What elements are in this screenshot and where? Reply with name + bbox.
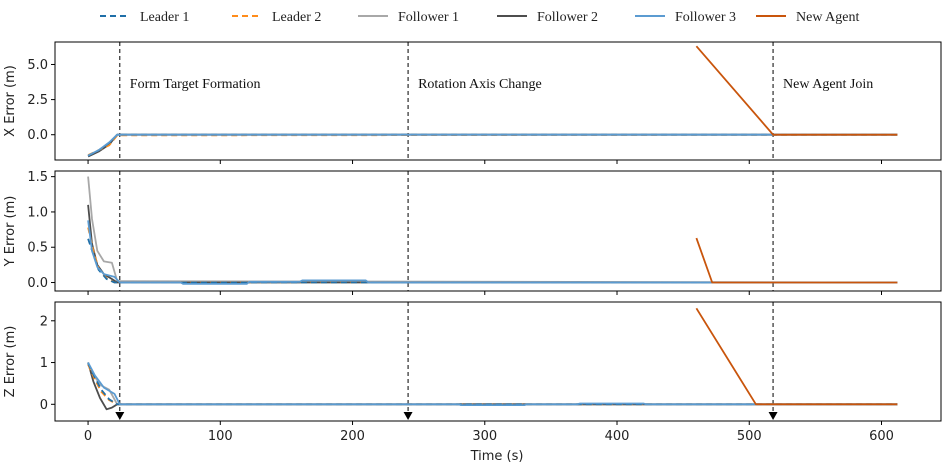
y-tick-label: 0.5 [27, 241, 48, 256]
legend-label-leader-2: Leader 2 [272, 10, 321, 25]
panel-frame [54, 170, 942, 292]
legend-label-follower-2: Follower 2 [537, 10, 598, 25]
y-axis-label: X Error (m) [3, 65, 18, 137]
y-tick-label: 1.5 [27, 170, 48, 185]
legend-item-follower-1: Follower 1 [358, 10, 459, 25]
legend-label-follower-3: Follower 3 [675, 10, 736, 25]
y-tick-label: 5.0 [27, 58, 48, 73]
series-line-leader-1 [87, 133, 898, 157]
legend-item-leader-1: Leader 1 [100, 10, 189, 25]
legend-item-follower-3: Follower 3 [635, 10, 736, 25]
event-annotation-form-target-formation: Form Target Formation [130, 77, 261, 92]
x-tick-label: 300 [472, 429, 497, 444]
x-tick-label: 400 [605, 429, 630, 444]
x-tick-label: 500 [737, 429, 762, 444]
series-line-follower-2 [87, 133, 898, 158]
legend: Leader 1 Leader 2 Follower 1 Follower 2 Foll… [100, 10, 859, 25]
y-tick-label: 1 [40, 356, 48, 371]
legend-label-new-agent: New Agent [796, 10, 859, 25]
x-tick-label: 100 [208, 429, 233, 444]
panel-frame [54, 41, 942, 161]
series-line-follower-3 [87, 133, 898, 157]
y-tick-label: 0.0 [27, 128, 48, 143]
series-line-follower-2 [87, 204, 898, 284]
series-line-follower-3 [87, 220, 898, 285]
y-tick-label: 0 [40, 398, 48, 413]
y-tick-label: 2.5 [27, 93, 48, 108]
series-line-new-agent [695, 237, 898, 284]
x-axis-label: Time (s) [470, 449, 524, 464]
panel-1: 5.0 2.5 0.0 X Error (m) Form Target Formatio… [3, 41, 942, 164]
y-axis-label: Z Error (m) [3, 326, 18, 398]
x-tick-label: 200 [340, 429, 365, 444]
y-tick-label: 1.0 [27, 205, 48, 220]
series-line-follower-3 [87, 362, 898, 407]
series-line-leader-1 [87, 238, 898, 284]
series-line-follower-1 [87, 133, 898, 157]
series-line-follower-2 [87, 362, 898, 411]
series-line-follower-1 [87, 362, 898, 406]
legend-label-leader-1: Leader 1 [140, 10, 189, 25]
panel-2: 1.5 1.0 0.5 0.0 Y Error (m) [3, 170, 942, 295]
event-marker [768, 412, 778, 420]
legend-item-new-agent: New Agent [756, 10, 859, 25]
series-line-new-agent [695, 307, 898, 406]
event-annotation-new-agent-join: New Agent Join [783, 77, 873, 92]
chart-panels: 5.0 2.5 0.0 X Error (m) Form Target Formatio… [3, 41, 942, 444]
event-marker [115, 412, 125, 420]
y-axis-label: Y Error (m) [3, 196, 18, 268]
series-line-follower-1 [87, 176, 898, 284]
x-tick-label: 0 [84, 429, 92, 444]
y-tick-label: 0.0 [27, 276, 48, 291]
series-line-leader-2 [87, 364, 898, 406]
series-line-leader-2 [87, 133, 898, 156]
series-line-new-agent [695, 45, 898, 136]
legend-label-follower-1: Follower 1 [398, 10, 459, 25]
legend-item-leader-2: Leader 2 [232, 10, 321, 25]
x-tick-label: 600 [869, 429, 894, 444]
series-line-leader-1 [87, 363, 898, 406]
event-annotation-rotation-axis-change: Rotation Axis Change [418, 77, 542, 92]
series-line-leader-2 [87, 227, 898, 284]
panel-frame [54, 301, 942, 422]
legend-item-follower-2: Follower 2 [497, 10, 598, 25]
event-marker [403, 412, 413, 420]
y-tick-label: 2 [40, 314, 48, 329]
